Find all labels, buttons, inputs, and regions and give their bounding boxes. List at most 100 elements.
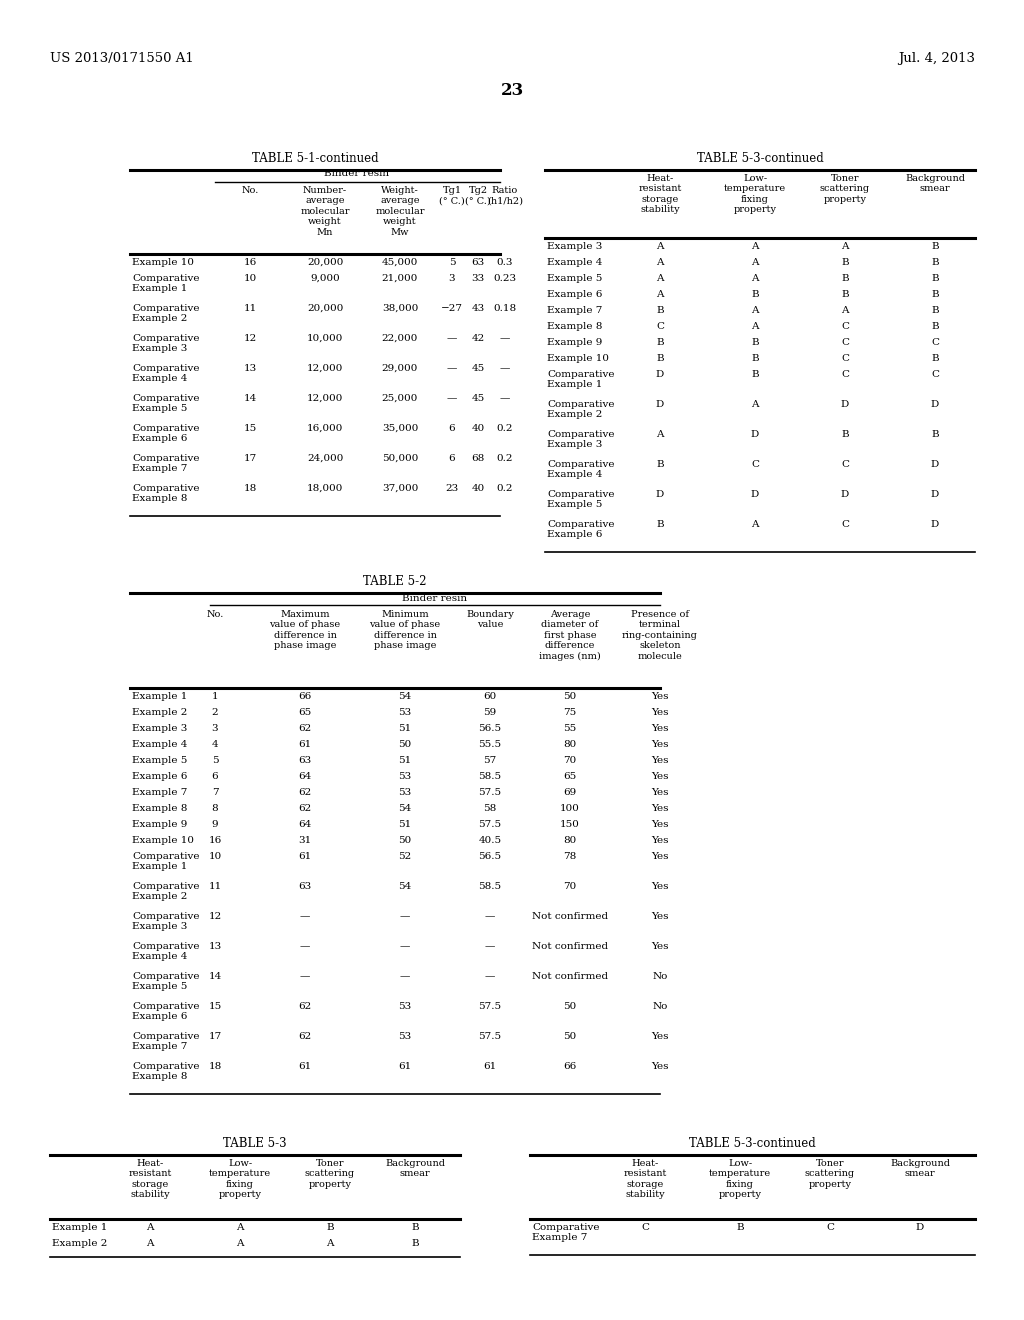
Text: —: — (300, 942, 310, 950)
Text: 0.2: 0.2 (497, 424, 513, 433)
Text: 23: 23 (445, 484, 459, 492)
Text: 80: 80 (563, 836, 577, 845)
Text: C: C (931, 338, 939, 347)
Text: D: D (931, 520, 939, 529)
Text: 62: 62 (298, 723, 311, 733)
Text: 10: 10 (244, 275, 257, 282)
Text: 42: 42 (471, 334, 484, 343)
Text: 6: 6 (449, 424, 456, 433)
Text: Example 5: Example 5 (547, 275, 602, 282)
Text: 3: 3 (449, 275, 456, 282)
Text: 70: 70 (563, 756, 577, 766)
Text: —: — (300, 912, 310, 921)
Text: B: B (931, 242, 939, 251)
Text: No.: No. (242, 186, 259, 195)
Text: Example 6: Example 6 (547, 290, 602, 300)
Text: 56.5: 56.5 (478, 851, 502, 861)
Text: Comparative
Example 5: Comparative Example 5 (132, 393, 200, 413)
Text: Binder resin: Binder resin (402, 594, 468, 603)
Text: Toner
scattering
property: Toner scattering property (805, 1159, 855, 1189)
Text: 57.5: 57.5 (478, 1002, 502, 1011)
Text: Maximum
value of phase
difference in
phase image: Maximum value of phase difference in pha… (269, 610, 341, 651)
Text: Example 6: Example 6 (132, 772, 187, 781)
Text: 45,000: 45,000 (382, 257, 418, 267)
Text: 69: 69 (563, 788, 577, 797)
Text: 51: 51 (398, 723, 412, 733)
Text: 7: 7 (212, 788, 218, 797)
Text: US 2013/0171550 A1: US 2013/0171550 A1 (50, 51, 194, 65)
Text: 61: 61 (298, 851, 311, 861)
Text: B: B (752, 290, 759, 300)
Text: A: A (146, 1224, 154, 1232)
Text: 0.3: 0.3 (497, 257, 513, 267)
Text: Example 10: Example 10 (132, 836, 194, 845)
Text: Toner
scattering
property: Toner scattering property (820, 174, 870, 203)
Text: 57: 57 (483, 756, 497, 766)
Text: B: B (752, 354, 759, 363)
Text: 52: 52 (398, 851, 412, 861)
Text: 62: 62 (298, 1032, 311, 1041)
Text: 63: 63 (298, 882, 311, 891)
Text: 58.5: 58.5 (478, 772, 502, 781)
Text: D: D (931, 400, 939, 409)
Text: Example 7: Example 7 (547, 306, 602, 315)
Text: 75: 75 (563, 708, 577, 717)
Text: Background
smear: Background smear (905, 174, 965, 194)
Text: Tg2
(° C.): Tg2 (° C.) (465, 186, 490, 206)
Text: Binder resin: Binder resin (325, 169, 389, 178)
Text: C: C (656, 322, 664, 331)
Text: Comparative
Example 7: Comparative Example 7 (532, 1224, 599, 1242)
Text: 17: 17 (244, 454, 257, 463)
Text: Not confirmed: Not confirmed (531, 912, 608, 921)
Text: —: — (500, 393, 510, 403)
Text: D: D (841, 400, 849, 409)
Text: 51: 51 (398, 756, 412, 766)
Text: 61: 61 (298, 1063, 311, 1071)
Text: A: A (656, 290, 664, 300)
Text: 50: 50 (398, 741, 412, 748)
Text: D: D (656, 370, 665, 379)
Text: —: — (500, 334, 510, 343)
Text: 68: 68 (471, 454, 484, 463)
Text: 35,000: 35,000 (382, 424, 418, 433)
Text: 0.23: 0.23 (494, 275, 516, 282)
Text: 50: 50 (398, 836, 412, 845)
Text: A: A (752, 257, 759, 267)
Text: C: C (841, 370, 849, 379)
Text: A: A (237, 1239, 244, 1247)
Text: Yes: Yes (651, 912, 669, 921)
Text: 51: 51 (398, 820, 412, 829)
Text: 14: 14 (244, 393, 257, 403)
Text: 10,000: 10,000 (307, 334, 343, 343)
Text: 25,000: 25,000 (382, 393, 418, 403)
Text: —: — (399, 912, 411, 921)
Text: 9: 9 (212, 820, 218, 829)
Text: —: — (446, 334, 457, 343)
Text: Comparative
Example 2: Comparative Example 2 (132, 882, 200, 902)
Text: 9,000: 9,000 (310, 275, 340, 282)
Text: 100: 100 (560, 804, 580, 813)
Text: 58: 58 (483, 804, 497, 813)
Text: B: B (931, 354, 939, 363)
Text: Yes: Yes (651, 851, 669, 861)
Text: TABLE 5-3: TABLE 5-3 (223, 1137, 287, 1150)
Text: D: D (931, 459, 939, 469)
Text: C: C (751, 459, 759, 469)
Text: Ratio
(h1/h2): Ratio (h1/h2) (487, 186, 523, 206)
Text: A: A (842, 306, 849, 315)
Text: 20,000: 20,000 (307, 304, 343, 313)
Text: Boundary
value: Boundary value (466, 610, 514, 630)
Text: B: B (656, 459, 664, 469)
Text: C: C (641, 1224, 649, 1232)
Text: 61: 61 (298, 741, 311, 748)
Text: Example 4: Example 4 (547, 257, 602, 267)
Text: 54: 54 (398, 804, 412, 813)
Text: Example 1: Example 1 (132, 692, 187, 701)
Text: 12,000: 12,000 (307, 393, 343, 403)
Text: TABLE 5-2: TABLE 5-2 (364, 576, 427, 587)
Text: 65: 65 (298, 708, 311, 717)
Text: B: B (412, 1239, 419, 1247)
Text: —: — (399, 972, 411, 981)
Text: 53: 53 (398, 1002, 412, 1011)
Text: Comparative
Example 3: Comparative Example 3 (132, 334, 200, 354)
